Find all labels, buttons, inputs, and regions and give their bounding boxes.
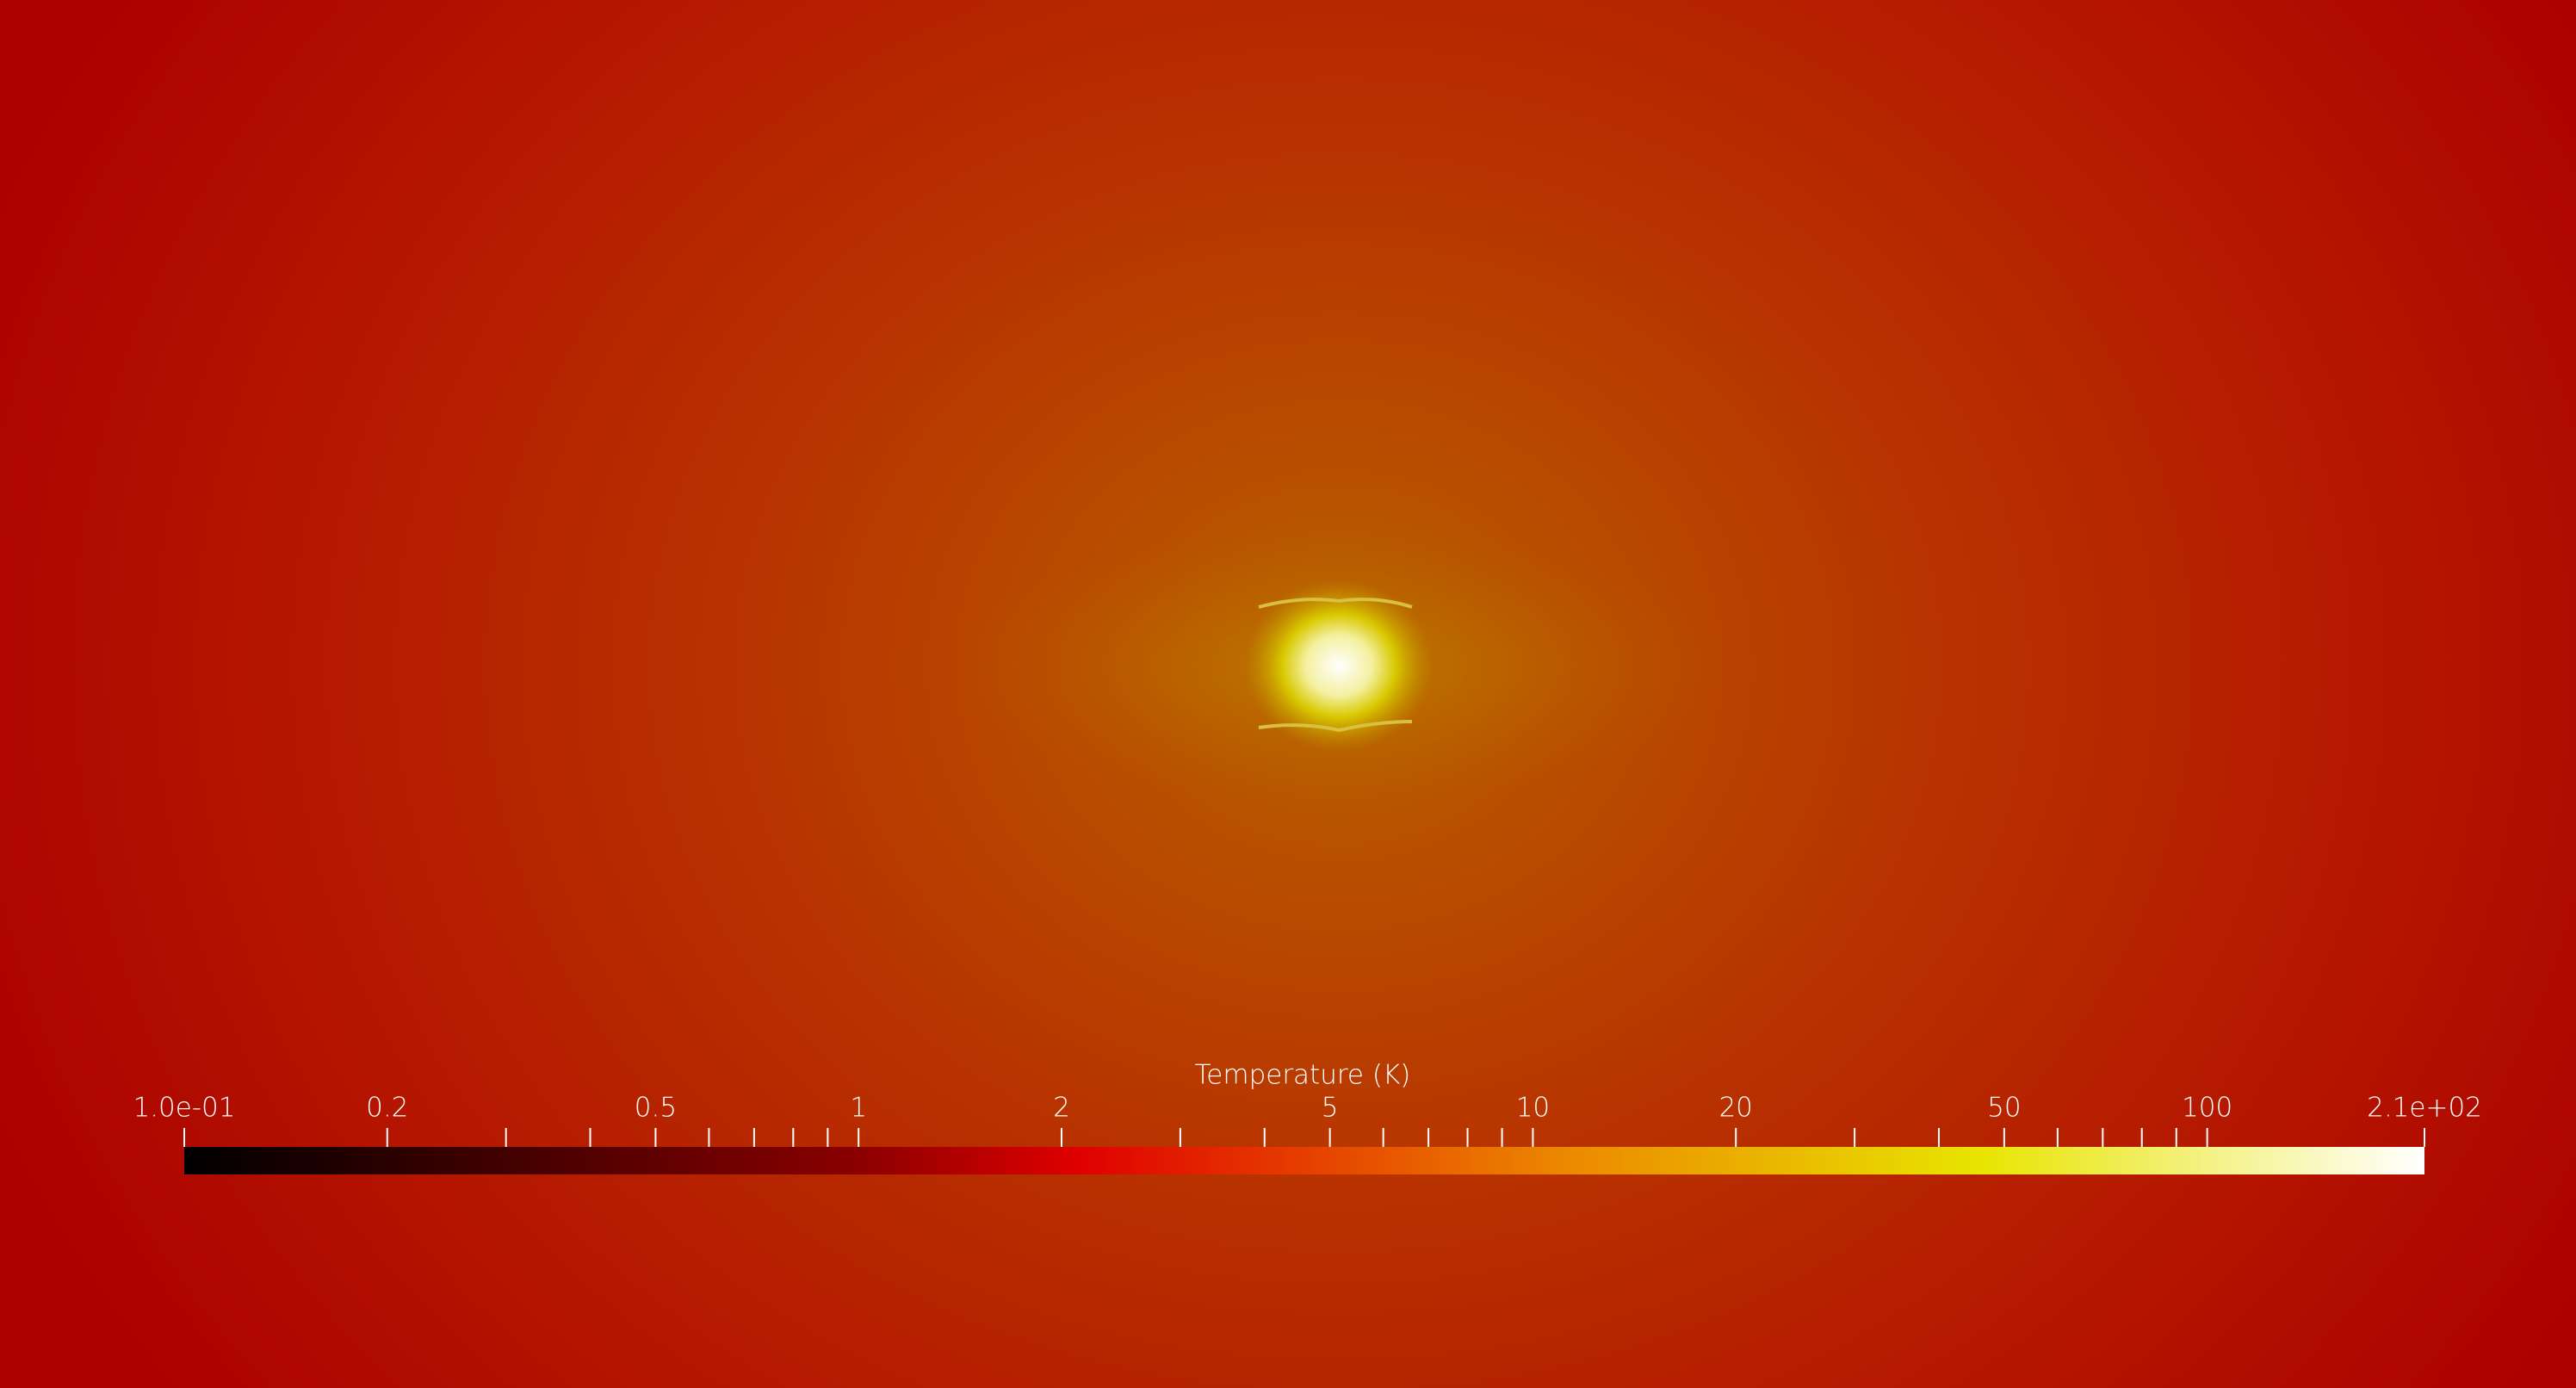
shell-lower — [1258, 720, 1413, 733]
tick-label: 1.0e-01 — [133, 1093, 235, 1124]
tick-label: 2 — [1053, 1093, 1070, 1124]
shell-upper — [1258, 598, 1413, 609]
tick-label: 10 — [1516, 1093, 1550, 1124]
tick-label: 5 — [1322, 1093, 1339, 1124]
colorbar-gradient — [184, 1147, 2424, 1174]
tick-label: 0.5 — [635, 1093, 677, 1124]
tick-label: 1 — [850, 1093, 867, 1124]
tick-label: 50 — [1987, 1093, 2021, 1124]
colorbar: Temperature (K) 1.0e-01 0.2 0.5 1 2 5 10 20 50 10… — [133, 1060, 2482, 1174]
tick-label: 0.2 — [366, 1093, 408, 1124]
tick-label: 2.1e+02 — [2367, 1093, 2482, 1124]
colorbar-title: Temperature (K) — [1195, 1060, 1411, 1091]
hot-core — [1244, 579, 1434, 752]
tick-label: 100 — [2182, 1093, 2232, 1124]
tick-label: 20 — [1718, 1093, 1752, 1124]
